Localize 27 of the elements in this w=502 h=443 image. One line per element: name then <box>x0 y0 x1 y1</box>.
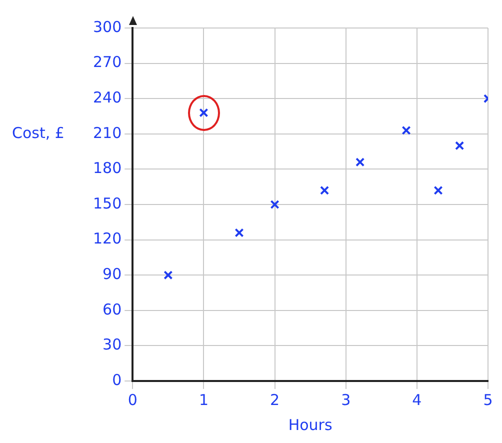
y-tick-label: 90 <box>102 264 122 283</box>
x-axis-title: Hours <box>288 416 332 434</box>
y-tick-label: 180 <box>92 159 122 178</box>
y-tick-label: 30 <box>102 336 122 354</box>
point <box>356 158 365 167</box>
y-tick-label: 60 <box>102 300 122 318</box>
y-tick-label: 150 <box>92 194 122 212</box>
y-tick-label: 270 <box>92 53 122 72</box>
x-tick-label: 0 <box>128 390 138 409</box>
y-tick-label: 120 <box>92 230 122 248</box>
point <box>270 200 280 210</box>
y-tick-label: 0 <box>112 370 122 389</box>
x-tick-label: 2 <box>270 390 280 409</box>
point <box>455 141 464 150</box>
point <box>434 186 443 195</box>
y-tick-label: 210 <box>92 124 122 142</box>
y-axis-title: Cost, £ <box>12 124 64 142</box>
x-tick-label: 4 <box>412 390 422 409</box>
y-tick-label: 300 <box>92 18 122 36</box>
x-tick-label: 1 <box>198 390 208 409</box>
y-tick-label: 240 <box>92 88 122 106</box>
point <box>164 270 173 280</box>
point <box>402 126 411 135</box>
x-tick-label: 5 <box>483 390 493 409</box>
x-tick-label: 3 <box>341 390 351 409</box>
point <box>320 186 330 195</box>
point <box>234 228 244 238</box>
